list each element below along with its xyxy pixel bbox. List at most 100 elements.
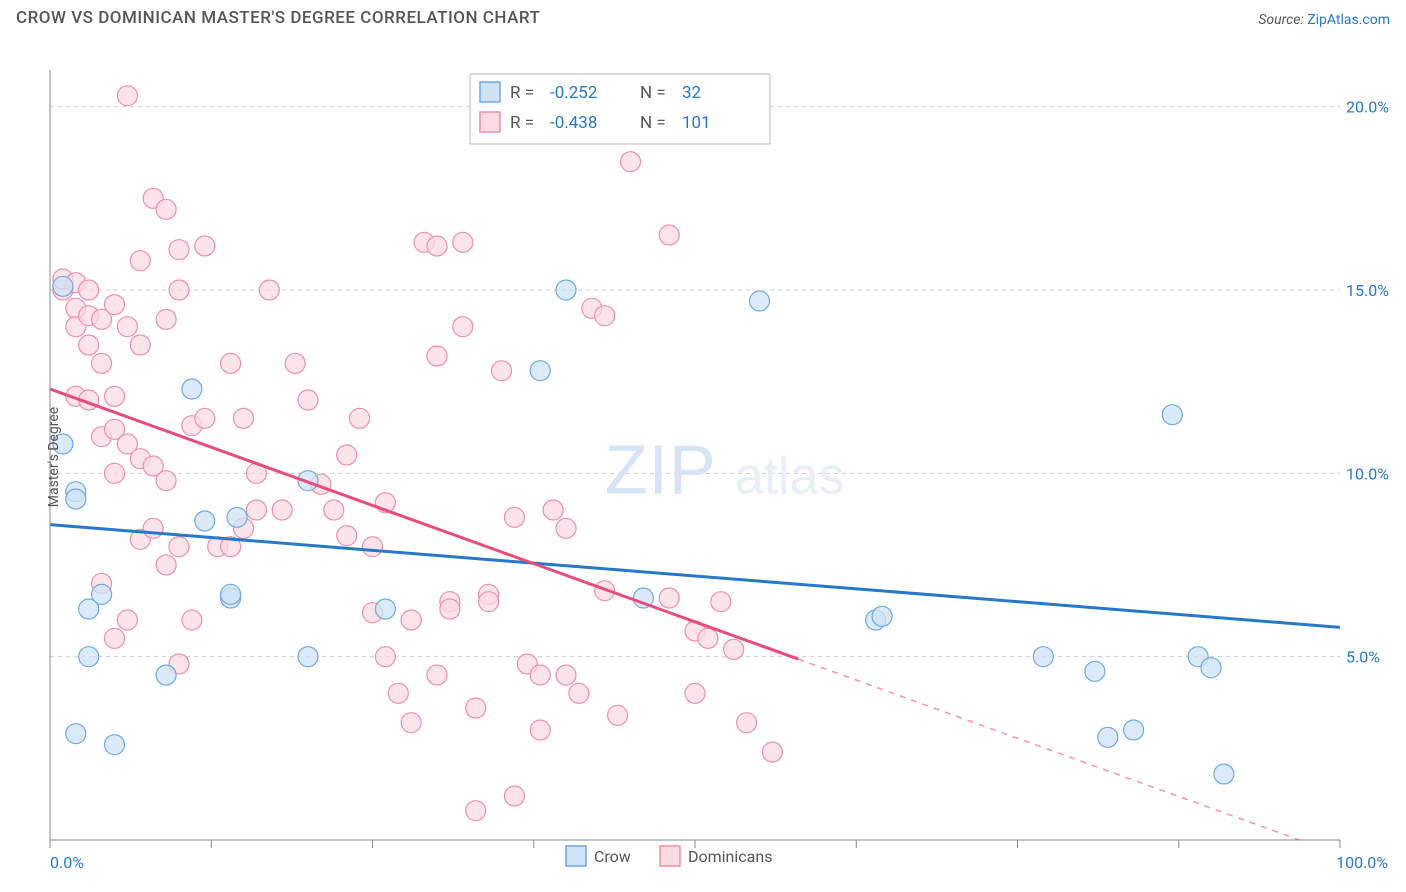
scatter-point (79, 280, 99, 300)
scatter-point (105, 628, 125, 648)
svg-text:-0.252: -0.252 (550, 83, 597, 103)
scatter-point (92, 353, 112, 373)
svg-text:N =: N = (640, 83, 666, 103)
source-link[interactable]: ZipAtlas.com (1307, 12, 1390, 28)
scatter-point (143, 518, 163, 538)
scatter-point (66, 489, 86, 509)
scatter-point (762, 742, 782, 762)
scatter-point (105, 295, 125, 315)
svg-text:N =: N = (640, 113, 666, 133)
svg-text:101: 101 (682, 113, 711, 133)
scatter-point (595, 306, 615, 326)
svg-text:32: 32 (682, 83, 701, 103)
scatter-point (427, 665, 447, 685)
scatter-point (66, 724, 86, 744)
scatter-point (156, 471, 176, 491)
scatter-point (621, 152, 641, 172)
scatter-point (169, 280, 189, 300)
scatter-point (504, 786, 524, 806)
scatter-point (298, 390, 318, 410)
scatter-point (117, 610, 137, 630)
scatter-point (427, 236, 447, 256)
scatter-point (324, 500, 344, 520)
scatter-point (272, 500, 292, 520)
svg-text:R =: R = (510, 113, 534, 133)
scatter-point (698, 628, 718, 648)
scatter-point (182, 379, 202, 399)
scatter-point (298, 647, 318, 667)
scatter-point (259, 280, 279, 300)
scatter-point (466, 698, 486, 718)
scatter-point (234, 408, 254, 428)
scatter-point (479, 592, 499, 612)
scatter-point (504, 507, 524, 527)
scatter-point (105, 386, 125, 406)
scatter-point (1085, 661, 1105, 681)
scatter-point (659, 225, 679, 245)
legend-label: Dominicans (688, 847, 772, 866)
scatter-point (227, 507, 247, 527)
scatter-point (246, 500, 266, 520)
scatter-point (872, 606, 892, 626)
scatter-point (169, 240, 189, 260)
scatter-point (156, 199, 176, 219)
scatter-point (105, 463, 125, 483)
scatter-point (363, 537, 383, 557)
scatter-point (375, 647, 395, 667)
scatter-point (117, 317, 137, 337)
svg-text:0.0%: 0.0% (50, 853, 84, 872)
scatter-point (427, 346, 447, 366)
scatter-point (79, 647, 99, 667)
scatter-point (685, 683, 705, 703)
scatter-point (130, 251, 150, 271)
scatter-point (1098, 727, 1118, 747)
scatter-point (130, 335, 150, 355)
scatter-point (530, 720, 550, 740)
scatter-point (737, 713, 757, 733)
scatter-point (401, 713, 421, 733)
scatter-point (79, 599, 99, 619)
scatter-point (117, 86, 137, 106)
scatter-point (401, 610, 421, 630)
scatter-point (169, 537, 189, 557)
scatter-point (556, 280, 576, 300)
scatter-point (337, 526, 357, 546)
legend-swatch (480, 112, 500, 132)
scatter-point (1162, 405, 1182, 425)
scatter-point (337, 445, 357, 465)
scatter-point (195, 511, 215, 531)
legend-swatch (480, 82, 500, 102)
svg-text:20.0%: 20.0% (1346, 98, 1389, 117)
scatter-point (453, 232, 473, 252)
regression-line (50, 525, 1340, 628)
scatter-point (79, 335, 99, 355)
svg-text:-0.438: -0.438 (550, 113, 597, 133)
scatter-point (195, 408, 215, 428)
svg-text:5.0%: 5.0% (1346, 648, 1380, 667)
scatter-point (221, 584, 241, 604)
legend-swatch (566, 846, 586, 866)
scatter-point (1201, 658, 1221, 678)
correlation-chart: 5.0%10.0%15.0%20.0%ZIPatlas0.0%100.0%Cro… (0, 32, 1406, 882)
scatter-point (221, 353, 241, 373)
scatter-point (350, 408, 370, 428)
scatter-point (182, 610, 202, 630)
scatter-point (1124, 720, 1144, 740)
scatter-point (156, 665, 176, 685)
scatter-point (1214, 764, 1234, 784)
scatter-point (195, 236, 215, 256)
scatter-point (453, 317, 473, 337)
scatter-point (569, 683, 589, 703)
scatter-point (750, 291, 770, 311)
scatter-point (156, 309, 176, 329)
scatter-point (556, 518, 576, 538)
scatter-point (375, 599, 395, 619)
chart-title: CROW VS DOMINICAN MASTER'S DEGREE CORREL… (16, 8, 540, 28)
scatter-point (711, 592, 731, 612)
scatter-point (556, 665, 576, 685)
scatter-point (530, 665, 550, 685)
scatter-point (492, 361, 512, 381)
scatter-point (608, 705, 628, 725)
legend-swatch (660, 846, 680, 866)
scatter-point (543, 500, 563, 520)
